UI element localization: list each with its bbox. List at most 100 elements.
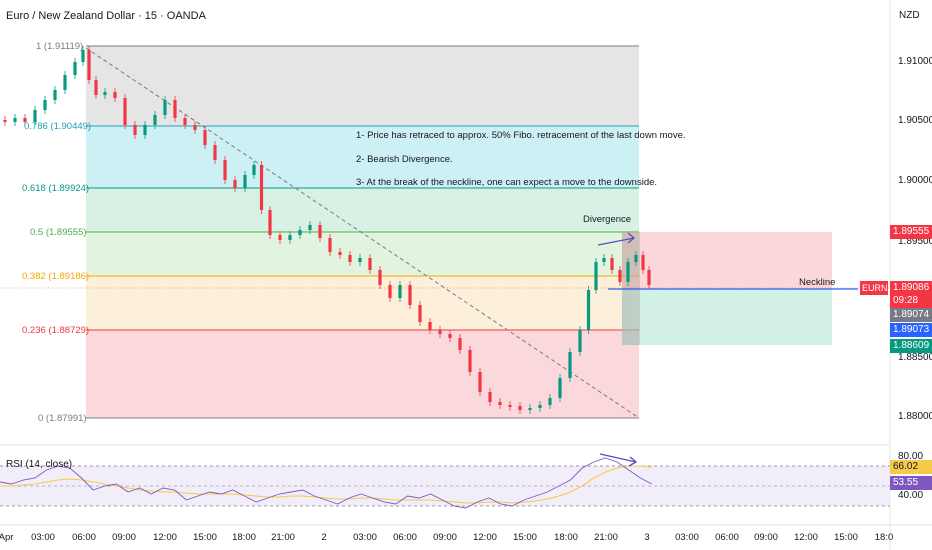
candle-body xyxy=(498,402,502,405)
candle-body xyxy=(647,270,651,285)
neckline-label[interactable]: Neckline xyxy=(799,277,836,288)
candle-body xyxy=(548,398,552,405)
time-tick: 03:00 xyxy=(353,532,377,543)
candle-body xyxy=(602,258,606,262)
candle-body xyxy=(223,160,227,180)
symbol-title[interactable]: Euro / New Zealand Dollar · 15 · OANDA xyxy=(6,10,206,22)
fib-label-0786: 0.786 (1.90449) xyxy=(24,121,92,132)
time-tick: 12:00 xyxy=(794,532,818,543)
candle-body xyxy=(610,258,614,270)
candle-body xyxy=(418,305,422,322)
rsi-tick-40: 40.00 xyxy=(898,490,924,501)
time-tick: 18:00 xyxy=(232,532,256,543)
candle-body xyxy=(43,100,47,110)
candle-body xyxy=(508,405,512,407)
time-tick: 06:00 xyxy=(393,532,417,543)
candle-body xyxy=(153,115,157,125)
candle-body xyxy=(408,285,412,305)
candle-body xyxy=(318,225,322,238)
note-retrace[interactable]: 1- Price has retraced to approx. 50% Fib… xyxy=(356,130,686,141)
candle-body xyxy=(133,125,137,135)
time-tick: 2 xyxy=(321,532,327,543)
stop-price-badge: 1.88609 xyxy=(890,339,932,353)
candle-body xyxy=(308,225,312,230)
candle-body xyxy=(33,110,37,122)
candle-body xyxy=(586,290,591,330)
candle-body xyxy=(468,350,472,372)
fib-label-1: 1 (1.91119) xyxy=(36,41,84,52)
candle-body xyxy=(143,125,147,135)
time-tick: 06:00 xyxy=(715,532,739,543)
candle-body xyxy=(243,175,247,188)
candle-body xyxy=(103,92,107,95)
time-tick: 18:00 xyxy=(554,532,578,543)
rsi-value-badge: 66.02 xyxy=(890,460,932,474)
time-tick: 21:00 xyxy=(594,532,618,543)
time-tick: 09:00 xyxy=(433,532,457,543)
candle-body xyxy=(338,252,342,255)
last-price-badge: 1.89086 xyxy=(890,281,932,295)
time-tick: 12:00 xyxy=(473,532,497,543)
rsi-title[interactable]: RSI (14, close) xyxy=(6,459,73,470)
candle-body xyxy=(358,258,362,262)
fib-label-0618: 0.618 (1.89924) xyxy=(22,183,90,194)
candle-body xyxy=(298,230,302,235)
divergence-label[interactable]: Divergence xyxy=(583,214,632,225)
candle-body xyxy=(398,285,402,298)
time-tick: 3 xyxy=(644,532,650,543)
time-tick: Apr xyxy=(0,532,14,543)
fib-zones xyxy=(86,45,639,419)
candle-body xyxy=(94,80,98,95)
candle-body xyxy=(23,118,27,122)
candle-body xyxy=(278,235,282,240)
candle-body xyxy=(488,392,492,402)
price-tick: 1.88000 xyxy=(898,411,932,422)
fib-label-0236: 0.236 (1.88729) xyxy=(22,325,90,336)
time-tick: 15:00 xyxy=(834,532,858,543)
candle-body xyxy=(518,406,522,410)
candle-body xyxy=(252,165,256,175)
price-tick: 1.88500 xyxy=(898,352,932,363)
fib-label-0: 0 (1.87991) xyxy=(38,413,87,424)
candle-body xyxy=(348,255,352,262)
rsi-panel xyxy=(0,453,890,509)
candle-body xyxy=(558,378,562,398)
countdown-badge: 09:28 xyxy=(890,294,932,308)
candle-body xyxy=(626,262,630,282)
neckline-price-badge: 1.89073 xyxy=(890,323,932,337)
fib-trend-line[interactable] xyxy=(85,47,640,419)
time-tick: 09:00 xyxy=(754,532,778,543)
fib-label-0382: 0.382 (1.89186) xyxy=(22,271,90,282)
candle-body xyxy=(458,338,462,350)
candle-body xyxy=(378,270,382,285)
candle-body xyxy=(63,75,67,90)
time-tick: 09:00 xyxy=(112,532,136,543)
rsi-ma-line xyxy=(0,465,653,504)
target-price-badge: 1.89555 xyxy=(890,225,932,239)
divergence-arrow-price xyxy=(597,232,636,246)
time-tick: 12:00 xyxy=(153,532,177,543)
time-tick: 03:00 xyxy=(675,532,699,543)
candle-body xyxy=(163,100,167,115)
candle-body xyxy=(259,165,264,210)
currency-label[interactable]: NZD xyxy=(899,10,920,21)
candle-body xyxy=(388,285,392,298)
time-tick: 18:0 xyxy=(874,532,894,543)
candle-body xyxy=(123,98,127,125)
candle-body xyxy=(233,180,237,188)
time-tick: 15:00 xyxy=(513,532,537,543)
note-divergence[interactable]: 2- Bearish Divergence. xyxy=(356,154,453,165)
price-tick: 1.91000 xyxy=(898,56,932,67)
mid-price-badge: 1.89074 xyxy=(890,308,932,322)
candle-body xyxy=(538,405,542,408)
candle-body xyxy=(478,372,482,392)
candle-body xyxy=(268,210,272,235)
note-neckline[interactable]: 3- At the break of the neckline, one can… xyxy=(356,177,658,188)
candle-body xyxy=(428,322,432,330)
candle-body xyxy=(193,125,197,130)
time-tick: 06:00 xyxy=(72,532,96,543)
candle-body xyxy=(213,145,217,160)
candle-body xyxy=(87,50,91,80)
